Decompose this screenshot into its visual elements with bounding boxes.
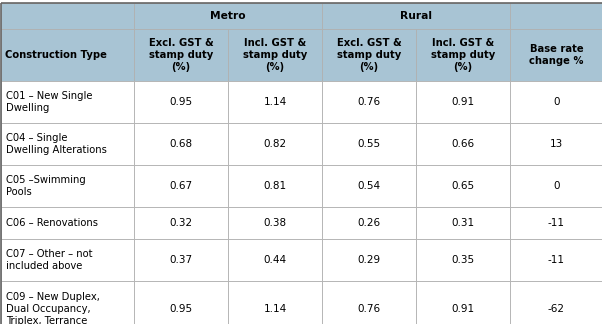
Bar xyxy=(510,3,602,29)
Text: Construction Type: Construction Type xyxy=(5,50,107,60)
Bar xyxy=(322,281,416,324)
Bar xyxy=(416,281,510,324)
Bar xyxy=(322,165,416,207)
Text: 13: 13 xyxy=(550,139,563,149)
Bar xyxy=(510,165,602,207)
Bar xyxy=(1,239,134,281)
Text: Incl. GST &
stamp duty
(%): Incl. GST & stamp duty (%) xyxy=(431,38,495,72)
Bar xyxy=(510,207,602,239)
Text: C09 – New Duplex,
Dual Occupancy,
Triplex, Terrance: C09 – New Duplex, Dual Occupancy, Triple… xyxy=(6,292,100,324)
Text: 1.14: 1.14 xyxy=(264,97,287,107)
Bar xyxy=(416,165,510,207)
Text: 1.14: 1.14 xyxy=(264,304,287,314)
Text: 0.32: 0.32 xyxy=(169,218,193,228)
Bar xyxy=(228,239,322,281)
Text: -11: -11 xyxy=(548,218,565,228)
Text: 0.66: 0.66 xyxy=(452,139,474,149)
Bar xyxy=(1,207,134,239)
Text: C05 –Swimming
Pools: C05 –Swimming Pools xyxy=(6,175,85,197)
Bar xyxy=(322,3,510,29)
Bar xyxy=(1,281,134,324)
Bar xyxy=(134,207,228,239)
Bar xyxy=(134,165,228,207)
Bar xyxy=(416,29,510,81)
Bar xyxy=(1,3,134,29)
Bar xyxy=(322,207,416,239)
Text: 0.67: 0.67 xyxy=(169,181,193,191)
Bar xyxy=(416,207,510,239)
Text: 0.29: 0.29 xyxy=(358,255,380,265)
Text: 0.44: 0.44 xyxy=(264,255,287,265)
Bar xyxy=(510,81,602,123)
Bar xyxy=(228,207,322,239)
Bar xyxy=(134,239,228,281)
Text: Base rate
change %: Base rate change % xyxy=(529,44,584,66)
Bar xyxy=(416,239,510,281)
Text: 0.37: 0.37 xyxy=(169,255,193,265)
Text: C04 – Single
Dwelling Alterations: C04 – Single Dwelling Alterations xyxy=(6,133,107,155)
Text: 0.91: 0.91 xyxy=(452,304,474,314)
Bar xyxy=(1,29,134,81)
Text: 0: 0 xyxy=(553,97,560,107)
Text: 0.31: 0.31 xyxy=(452,218,474,228)
Bar xyxy=(134,123,228,165)
Bar xyxy=(134,3,322,29)
Text: -62: -62 xyxy=(548,304,565,314)
Bar xyxy=(510,123,602,165)
Text: 0.35: 0.35 xyxy=(452,255,474,265)
Text: 0.81: 0.81 xyxy=(264,181,287,191)
Text: 0.82: 0.82 xyxy=(264,139,287,149)
Text: 0.76: 0.76 xyxy=(358,97,380,107)
Text: 0.95: 0.95 xyxy=(169,304,193,314)
Text: 0.54: 0.54 xyxy=(358,181,380,191)
Text: Metro: Metro xyxy=(210,11,246,21)
Bar xyxy=(322,123,416,165)
Bar xyxy=(228,81,322,123)
Bar xyxy=(1,165,134,207)
Bar xyxy=(1,123,134,165)
Bar xyxy=(228,281,322,324)
Bar xyxy=(322,29,416,81)
Text: 0.38: 0.38 xyxy=(264,218,287,228)
Text: Excl. GST &
stamp duty
(%): Excl. GST & stamp duty (%) xyxy=(337,38,402,72)
Text: 0.91: 0.91 xyxy=(452,97,474,107)
Text: 0.76: 0.76 xyxy=(358,304,380,314)
Bar xyxy=(134,29,228,81)
Text: Excl. GST &
stamp duty
(%): Excl. GST & stamp duty (%) xyxy=(149,38,213,72)
Text: C06 – Renovations: C06 – Renovations xyxy=(6,218,98,228)
Text: 0.55: 0.55 xyxy=(358,139,380,149)
Bar xyxy=(134,281,228,324)
Text: C07 – Other – not
included above: C07 – Other – not included above xyxy=(6,249,93,271)
Bar xyxy=(228,29,322,81)
Text: -11: -11 xyxy=(548,255,565,265)
Bar xyxy=(510,29,602,81)
Text: Incl. GST &
stamp duty
(%): Incl. GST & stamp duty (%) xyxy=(243,38,307,72)
Bar xyxy=(510,239,602,281)
Bar xyxy=(322,239,416,281)
Bar xyxy=(134,81,228,123)
Bar xyxy=(228,123,322,165)
Text: 0.68: 0.68 xyxy=(169,139,193,149)
Text: 0: 0 xyxy=(553,181,560,191)
Text: 0.95: 0.95 xyxy=(169,97,193,107)
Bar xyxy=(322,81,416,123)
Bar xyxy=(228,165,322,207)
Bar xyxy=(1,81,134,123)
Text: C01 – New Single
Dwelling: C01 – New Single Dwelling xyxy=(6,91,93,113)
Text: Rural: Rural xyxy=(400,11,432,21)
Bar xyxy=(510,281,602,324)
Bar xyxy=(416,123,510,165)
Text: 0.65: 0.65 xyxy=(452,181,474,191)
Text: 0.26: 0.26 xyxy=(358,218,380,228)
Bar xyxy=(416,81,510,123)
